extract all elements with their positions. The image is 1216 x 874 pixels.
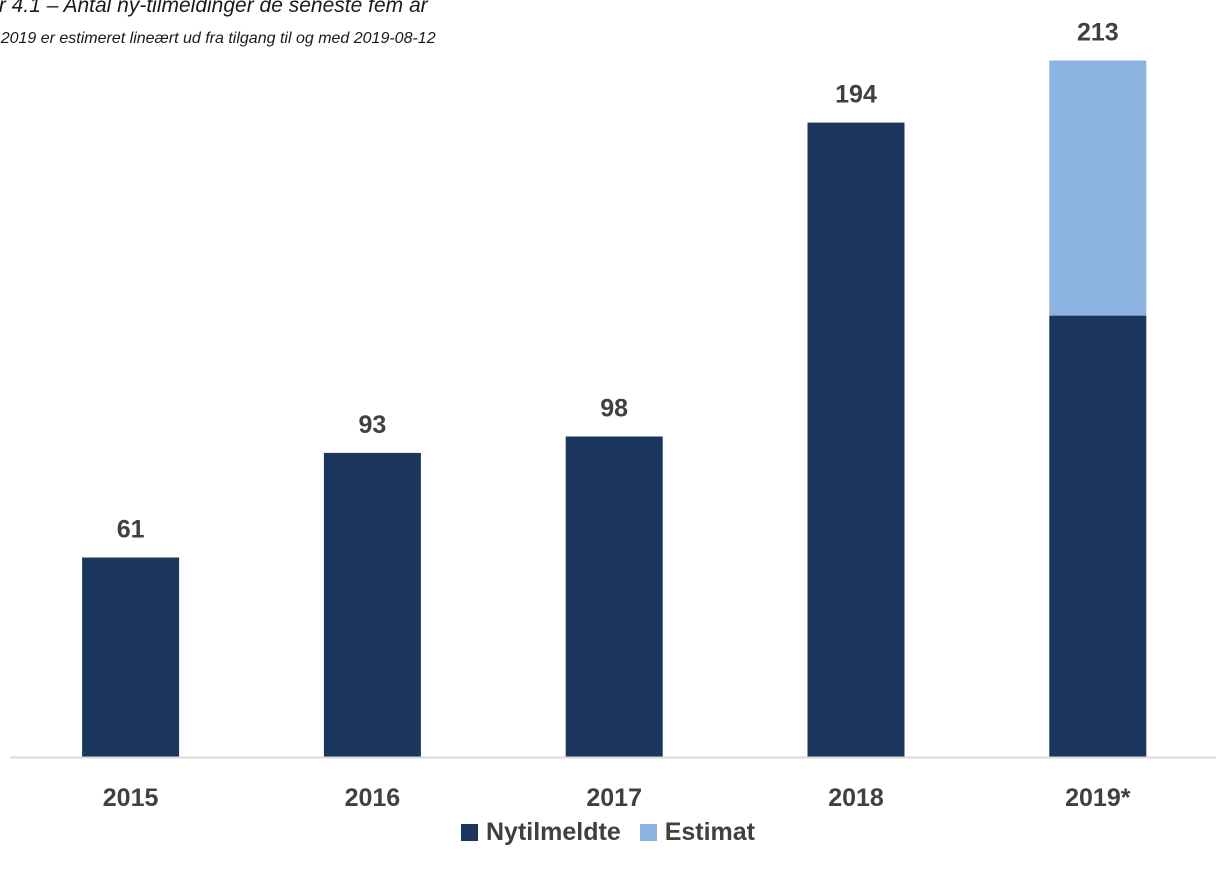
- data-label-0: 61: [117, 516, 145, 544]
- bar-nytilmeldte-4: [1049, 315, 1147, 757]
- data-label-1: 93: [358, 411, 386, 439]
- legend-swatch-estimat: [639, 824, 657, 841]
- legend-item-estimat: Estimat: [639, 818, 756, 847]
- bar-chart: 61 2015 93 2016 98 2017 194 2018 213 2019*: [10, 19, 1216, 810]
- bar-nytilmeldte-3: [807, 122, 905, 758]
- legend-label-estimat: Estimat: [664, 818, 756, 846]
- chart-title: Figur 4.1 – Antal ny-tilmeldinger de sen…: [0, 0, 428, 17]
- x-tick-label-4: 2019*: [1065, 784, 1131, 810]
- legend-item-nytilmeldte: Nytilmeldte: [460, 818, 621, 847]
- bar-nytilmeldte-2: [565, 436, 663, 757]
- x-tick-label-2: 2017: [586, 784, 642, 810]
- data-label-4: 213: [1077, 19, 1119, 47]
- chart-legend: Nytilmeldte Estimat: [0, 818, 1216, 848]
- x-tick-label-1: 2016: [345, 784, 401, 810]
- chart-note: Note: 2019 er estimeret lineært ud fra t…: [0, 30, 436, 47]
- legend-label-nytilmeldte: Nytilmeldte: [485, 818, 621, 846]
- bar-nytilmeldte-0: [82, 557, 180, 757]
- bar-nytilmeldte-1: [323, 452, 421, 757]
- x-tick-label-3: 2018: [828, 784, 884, 810]
- x-tick-label-0: 2015: [103, 784, 159, 810]
- legend-swatch-nytilmeldte: [460, 824, 478, 841]
- bar-estimat-4: [1049, 60, 1147, 316]
- data-label-3: 194: [835, 81, 877, 109]
- data-label-2: 98: [600, 395, 628, 423]
